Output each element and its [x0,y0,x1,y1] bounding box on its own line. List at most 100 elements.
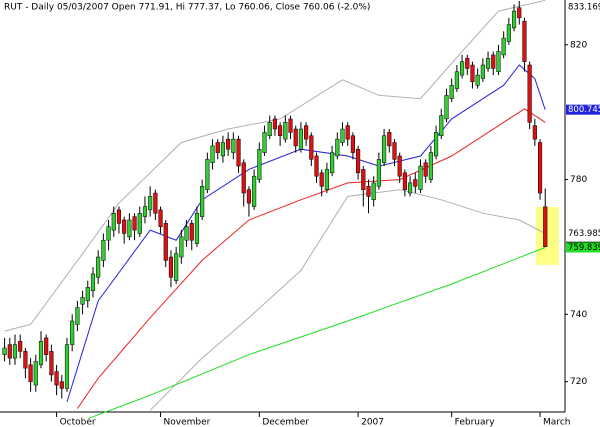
candle-body [527,64,532,123]
price-label: 759.839 [568,243,600,253]
candle-body [80,297,85,305]
candle-body [314,155,319,177]
candle-body [174,253,179,281]
candle-body [376,159,381,187]
candle-body [361,169,366,190]
candle-body [387,132,392,147]
candle-body [148,196,153,211]
candle-body [44,337,49,355]
price-label-box [566,104,600,115]
x-tick-label: March [543,418,570,427]
candle-body [179,236,184,258]
price-label-box [566,2,600,12]
candle-body [75,307,80,325]
candle-body [205,159,210,190]
y-tick-label: 820 [570,40,587,50]
candle-body [345,125,350,140]
candle-body [392,142,397,160]
x-tick-label: November [164,418,211,427]
candle-body [12,344,18,359]
candle-body [272,118,277,130]
candle-body [475,74,480,86]
price-label: 800.745 [568,105,600,115]
candle-body [142,206,148,217]
candle-body [278,125,283,137]
candle-body [402,172,407,190]
candle-body [220,142,226,157]
candle-body [496,51,501,73]
candle-body [49,351,54,376]
candle-body [340,128,345,143]
candle-body [428,152,433,180]
candle-body [111,212,116,231]
candle-body [454,71,459,89]
candle-body [506,24,511,42]
candle-body [70,320,75,345]
price-label-box [566,228,600,239]
x-tick-label: 2007 [361,418,384,427]
candle-body [241,162,246,194]
candle-body [210,145,215,163]
overlay-line [4,0,546,332]
candle-body [122,219,127,234]
candle-body [28,364,33,382]
candle-body [511,10,517,29]
price-label-box [566,242,600,253]
candle-body [200,186,205,217]
candle-body [215,142,220,153]
candle-body [537,142,543,194]
candle-body [236,138,241,167]
candle-body [257,148,262,180]
candle-body [184,226,189,241]
overlay-line [76,108,546,409]
highlight [536,207,559,265]
candle-body [38,341,44,366]
x-tick-label: October [60,418,96,427]
price-label: 763.985 [568,229,600,239]
overlay-line [87,247,546,420]
candle-body [304,125,309,140]
candle-body [434,132,439,157]
candle-body [335,138,340,157]
candle-body [64,344,70,389]
candle-body [382,135,387,163]
candle-body [283,122,288,140]
candle-body [262,132,267,153]
candle-body [485,58,491,69]
x-tick-label: December [262,418,309,427]
candle-body [194,212,200,244]
y-tick-label: 720 [570,377,587,387]
candle-body [85,287,90,302]
candle-body [127,219,132,238]
candle-body [491,54,496,69]
candle-body [226,138,231,150]
candle-body [106,226,111,241]
candle-body [90,273,96,291]
candle-body [189,223,194,241]
candle-body [532,125,537,140]
candle-body [397,155,402,177]
candle-body [158,209,163,227]
candle-body [163,223,168,261]
candle-body [408,182,413,194]
candle-body [59,381,64,389]
candle-body [444,95,449,120]
candle-body [319,172,324,187]
candle-body [116,209,122,224]
chart-title: RUT - Daily 05/03/2007 Open 771.91, Hi 7… [4,3,370,13]
candle-body [459,61,465,76]
candle-body [54,371,59,386]
candle-body [96,256,101,278]
overlay-line [66,64,546,403]
candle-body [465,58,470,69]
candle-body [23,351,28,369]
candle-body [413,179,418,187]
candle-body [168,256,174,278]
candle-body [132,216,137,231]
candle-body [350,135,355,153]
y-tick-label: 740 [570,310,587,320]
candle-body [7,344,12,359]
candle-body [33,361,38,386]
